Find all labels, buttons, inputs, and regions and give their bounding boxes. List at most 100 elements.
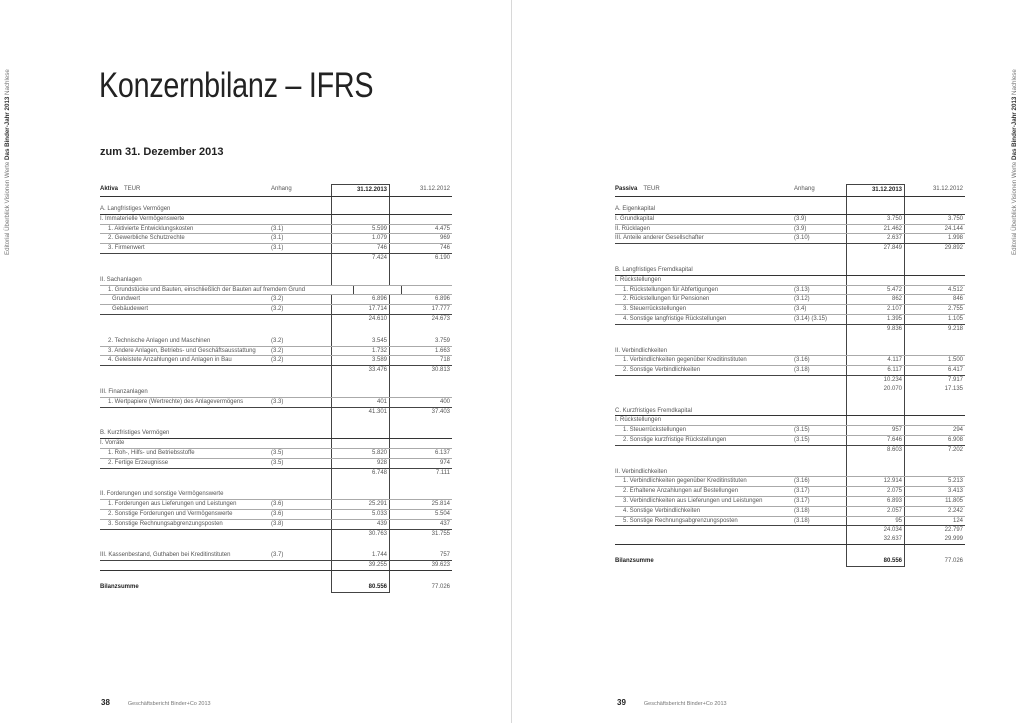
section-nav-left: Editorial Überblick Visionen Werte Das B…	[4, 15, 14, 255]
row-note	[794, 535, 846, 544]
total-row: Bilanzsumme 80.556 77.026	[615, 543, 965, 567]
row-label: 1. Grundstücke und Bauten, einschließlic…	[108, 286, 306, 293]
row-note: (3.17)	[794, 497, 810, 504]
value-2012: 17.777	[431, 306, 450, 313]
value-2013	[846, 416, 905, 426]
value-2013	[846, 197, 905, 214]
value-2012: 30.813	[431, 367, 450, 374]
footer-right: 39 Geschäftsbericht Binder+Co 2013	[617, 698, 727, 707]
value-2013: 24.610	[331, 314, 390, 324]
value-2013: 2.075	[846, 487, 905, 496]
row-label: 2. Sonstige kurzfristige Rückstellungen	[623, 436, 727, 443]
value-2013: 3.545	[331, 323, 390, 346]
value-2013: 6.893	[846, 496, 905, 506]
value-2012	[390, 477, 452, 499]
row-label: 3. Verbindlichkeiten aus Lieferungen und…	[623, 497, 763, 504]
row-label: 4. Sonstige Verbindlichkeiten	[623, 507, 701, 514]
row-note	[271, 530, 331, 539]
row-label: C. Kurzfristiges Fremdkapital	[615, 407, 693, 414]
subtotal-row: 9.836 9.218	[615, 324, 965, 334]
value-2012: 3.413	[947, 488, 963, 495]
value-2012	[905, 197, 965, 214]
row-label: 1. Roh-, Hilfs- und Betriebsstoffe	[108, 449, 195, 456]
table-row: 3. Andere Anlagen, Betriebs- und Geschäf…	[100, 346, 452, 357]
value-2012	[390, 263, 452, 285]
value-2013: 39.255	[331, 561, 390, 570]
row-note	[794, 376, 846, 385]
value-2013	[846, 333, 905, 356]
total-row: Bilanzsumme 80.556 77.026	[100, 569, 452, 593]
row-note	[271, 254, 331, 263]
table-row: II. Rücklagen (3.9) 21.462 24.144	[615, 224, 965, 235]
page-subtitle: zum 31. Dezember 2013	[100, 146, 224, 158]
value-2012: 294	[952, 427, 963, 434]
row-note: (3.16)	[794, 357, 810, 364]
side-label: Aktiva	[100, 186, 119, 192]
row-label: 1. Steuerrückstellungen	[623, 427, 687, 434]
row-label: I. Rückstellungen	[615, 417, 662, 424]
row-label	[615, 535, 794, 544]
value-2013: 4.117	[846, 356, 905, 366]
value-2013	[353, 285, 402, 295]
value-2013: 8.603	[846, 445, 905, 455]
value-2013: 41.301	[331, 407, 390, 417]
row-label: 3. Sonstige Rechnungsabgrenzungsposten	[108, 520, 223, 527]
value-2013: 6.117	[846, 366, 905, 375]
value-2013: 1.744	[331, 538, 390, 561]
aktiva-table: Aktiva TEUR Anhang 31.12.2013 31.12.2012 …	[100, 184, 452, 593]
row-label: 1. Forderungen aus Lieferungen und Leist…	[108, 501, 237, 508]
row-note	[794, 276, 846, 285]
value-2012	[905, 276, 965, 285]
subtotal-row: 24.610 24.673	[100, 314, 452, 324]
row-note: (3.5)	[271, 459, 284, 466]
row-note	[794, 416, 846, 425]
row-label: 1. Verbindlichkeiten gegenüber Kreditins…	[623, 478, 747, 485]
value-2013: 5.472	[846, 285, 905, 295]
value-2013: 2.637	[846, 234, 905, 244]
value-2012: 1.105	[947, 315, 963, 322]
value-2012: 7.111	[435, 469, 450, 476]
value-2012: 7.917	[947, 376, 963, 383]
row-label: B. Kurzfristiges Vermögen	[100, 430, 170, 437]
row-note: (3.9)	[794, 215, 807, 222]
row-note	[794, 325, 846, 334]
row-label: Gebäudewert	[112, 306, 149, 313]
value-2012: 5.504	[434, 510, 450, 517]
table-row: 4. Geleistete Anzahlungen und Anlagen in…	[100, 356, 452, 367]
value-2012: 746	[439, 245, 450, 252]
table-row: 1. Forderungen aus Lieferungen und Leist…	[100, 500, 452, 510]
row-label	[100, 530, 271, 539]
header-2012: 31.12.2012	[932, 186, 963, 192]
row-note	[794, 385, 846, 394]
value-2013: 2.107	[846, 305, 905, 314]
row-note: (3.3)	[271, 398, 284, 405]
value-2012: 6.908	[947, 436, 963, 443]
value-2012: 24.144	[944, 225, 963, 232]
row-label	[100, 561, 271, 570]
value-2013: 5.820	[331, 448, 390, 458]
value-2013: 1.732	[331, 346, 390, 356]
table-header: Aktiva TEUR Anhang 31.12.2013 31.12.2012	[100, 184, 452, 197]
nav-active: Das Binder-Jahr 2013	[1011, 96, 1018, 160]
row-note	[271, 315, 331, 324]
row-note	[271, 439, 331, 448]
nav-text: Editorial Überblick Visionen Werte	[4, 159, 11, 255]
row-note	[271, 469, 331, 478]
value-2013: 1.079	[331, 234, 390, 244]
row-note: (3.13)	[794, 286, 810, 293]
value-2012	[390, 416, 452, 438]
value-2012: 2.755	[947, 306, 963, 313]
value-2013: 6.748	[331, 468, 390, 478]
value-2013: 27.849	[846, 244, 905, 253]
row-note	[271, 416, 331, 438]
row-note	[794, 334, 846, 356]
subtotal-row: 27.849 29.892	[615, 244, 965, 253]
row-label: II. Rücklagen	[615, 225, 651, 232]
table-row: II. Sachanlagen	[100, 262, 452, 286]
table-row: 1. Rückstellungen für Abfertigungen (3.13…	[615, 285, 965, 296]
value-2012: 437	[439, 520, 450, 527]
row-label: II. Forderungen und sonstige Vermögenswe…	[100, 491, 224, 498]
value-2012: 39.623	[431, 562, 450, 569]
row-label: Bilanzsumme	[100, 583, 139, 590]
row-note: (3.1)	[271, 245, 284, 252]
